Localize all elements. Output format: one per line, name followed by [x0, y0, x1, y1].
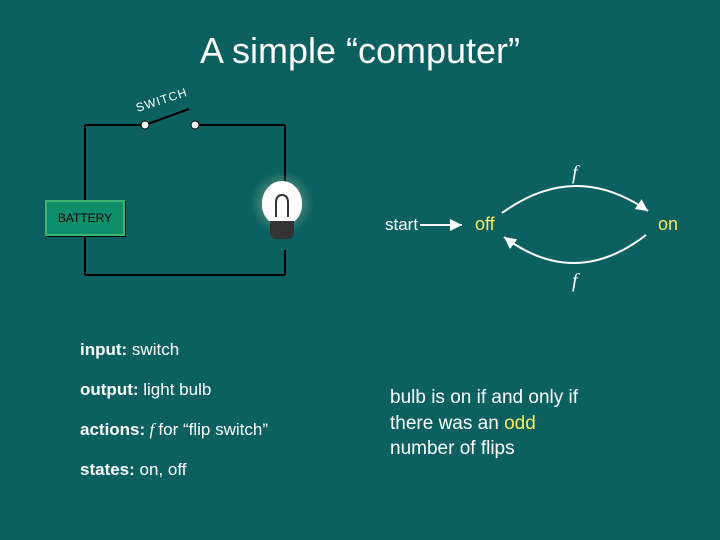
start-label: start — [385, 215, 418, 235]
description-list: input: switch output: light bulb actions… — [80, 340, 360, 500]
state-off: off — [475, 214, 495, 235]
edge-label-bottom: f — [572, 270, 578, 293]
state-diagram — [380, 165, 700, 285]
explanation-text: bulb is on if and only if there was an o… — [390, 385, 670, 462]
output-line: output: light bulb — [80, 380, 360, 400]
light-bulb-icon — [260, 183, 304, 253]
page-title: A simple “computer” — [0, 30, 720, 72]
input-line: input: switch — [80, 340, 360, 360]
edge-label-top: f — [572, 162, 578, 185]
battery-box: BATTERY — [45, 200, 125, 236]
state-on: on — [658, 214, 678, 235]
actions-line: actions: f for “flip switch” — [80, 420, 360, 440]
states-line: states: on, off — [80, 460, 360, 480]
